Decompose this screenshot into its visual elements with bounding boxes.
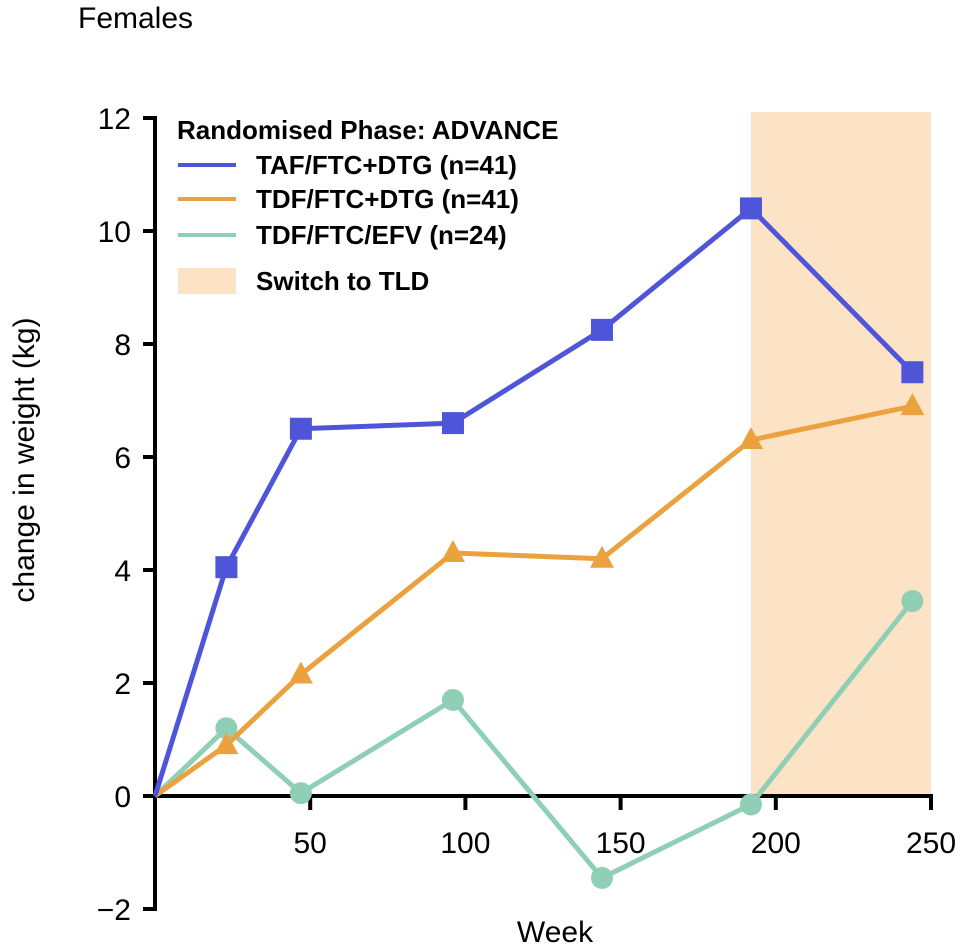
series-group <box>152 197 925 889</box>
x-tick-label: 50 <box>294 827 327 860</box>
y-tick-label: 12 <box>98 103 131 136</box>
data-point-circle <box>590 866 613 889</box>
data-point-circle <box>901 590 924 613</box>
y-tick-label: 0 <box>114 781 131 814</box>
y-tick-label: 4 <box>114 555 131 588</box>
series-3 <box>153 590 924 889</box>
data-point-triangle <box>288 661 313 684</box>
data-point-square <box>215 556 238 579</box>
x-tick-label: 250 <box>906 827 956 860</box>
data-point-triangle <box>589 545 614 568</box>
data-point-triangle <box>738 427 763 450</box>
legend-label: Switch to TLD <box>256 266 429 296</box>
y-tick-label: −2 <box>97 894 131 927</box>
data-point-circle <box>215 717 238 740</box>
x-axis-label: Week <box>517 916 594 949</box>
y-tick-label: 8 <box>114 329 131 362</box>
data-point-square <box>590 318 613 341</box>
x-tick-label: 100 <box>440 827 490 860</box>
series-2 <box>153 393 925 799</box>
data-point-triangle <box>440 540 465 563</box>
data-point-triangle <box>214 732 239 755</box>
x-tick-label: 200 <box>751 827 801 860</box>
y-tick-label: 10 <box>98 216 131 249</box>
x-axis-ticks: 50 100 150 200 250 <box>294 796 956 860</box>
data-point-circle <box>441 688 464 711</box>
chart-title: Females <box>78 2 193 35</box>
data-point-circle <box>289 782 312 805</box>
legend-swatch <box>178 268 236 294</box>
y-tick-label: 2 <box>114 668 131 701</box>
data-point-square <box>289 417 312 440</box>
data-point-square <box>901 361 924 384</box>
legend-title: Randomised Phase: ADVANCE <box>177 115 558 145</box>
y-axis-ticks: −2 0 2 4 6 8 10 12 <box>97 103 155 927</box>
x-tick-label: 150 <box>596 827 646 860</box>
y-tick-label: 6 <box>114 442 131 475</box>
data-point-triangle <box>900 393 925 416</box>
legend-label: TDF/FTC+DTG (n=41) <box>256 184 519 214</box>
legend: Randomised Phase: ADVANCE TAF/FTC+DTG (n… <box>177 115 558 296</box>
switch-to-tld-region <box>750 112 931 796</box>
series-1 <box>152 197 924 797</box>
legend-label: TAF/FTC+DTG (n=41) <box>256 150 517 180</box>
legend-label: TDF/FTC/EFV (n=24) <box>256 220 507 250</box>
data-point-circle <box>739 793 762 816</box>
y-axis-label: change in weight (kg) <box>8 317 41 602</box>
data-point-square <box>441 412 464 435</box>
data-point-square <box>739 197 762 220</box>
